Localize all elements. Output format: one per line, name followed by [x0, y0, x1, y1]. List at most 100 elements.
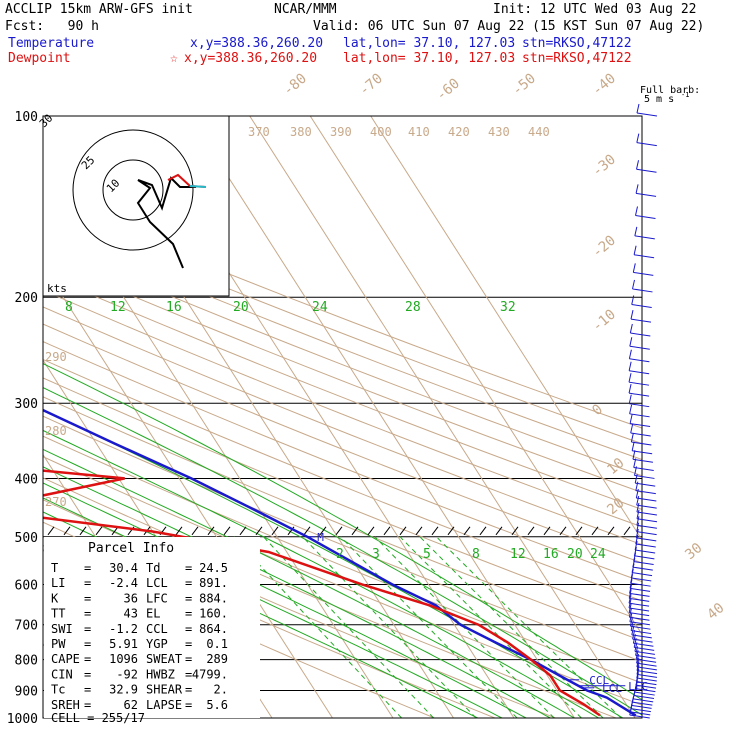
theta-label: 430: [488, 125, 510, 139]
wind-barb-flag: [630, 621, 634, 631]
wind-barb-shaft: [636, 497, 657, 502]
dry-adiabat-line: [43, 257, 642, 493]
wind-barb-shaft: [631, 572, 653, 577]
wind-barb-shaft: [629, 592, 650, 597]
wind-barb-column: [628, 103, 658, 719]
wind-barb-flag: [628, 384, 632, 394]
wind-barb-flag: [634, 642, 638, 652]
pressure-tick-label: 900: [15, 684, 38, 699]
mixing-ratio-line: [340, 536, 518, 718]
wind-barb-flag: [635, 650, 639, 660]
moist-adiabat-line: [43, 448, 575, 718]
parcel-info-eq: =: [84, 683, 91, 697]
legend-dewpoint-star-icon: ☆: [170, 51, 178, 66]
wind-barb-shaft: [631, 577, 652, 582]
parcel-info-cell: CELL = 255/17: [51, 711, 145, 725]
parcel-info-value: 36: [124, 591, 138, 605]
theta-label: 280: [45, 424, 67, 438]
wind-barb-shaft: [636, 673, 658, 678]
parcel-info-key: LI: [51, 576, 65, 590]
parcel-info-key: HWBZ: [146, 667, 175, 681]
hodograph-frame: [42, 115, 230, 297]
wind-barb-shaft: [636, 537, 657, 542]
wind-barb-flag: [628, 373, 632, 383]
wind-barb-shaft: [633, 698, 654, 703]
parcel-info-eq: =: [185, 683, 192, 697]
wind-barb-flag: [632, 629, 636, 640]
wind-barb-flag: [635, 184, 639, 194]
center-title: NCAR/MMM: [274, 2, 337, 17]
wind-barb-flag: [629, 414, 633, 424]
wind-barb-flag: [636, 160, 640, 170]
wind-barb-shaft: [629, 413, 650, 418]
wind-barb-flag: [631, 295, 635, 305]
parcel-info-eq: =: [185, 591, 192, 605]
hatch-mark: [207, 526, 215, 536]
dry-adiabat-line: [43, 415, 642, 663]
dry-adiabat-line: [43, 197, 642, 429]
wind-barb-flag: [629, 579, 633, 589]
wind-barb-flag: [628, 589, 632, 599]
isotherm-label: -40: [589, 71, 619, 100]
barb-legend-line1: Full barb:: [640, 85, 701, 96]
parcel-info-value: 5.6: [206, 698, 228, 712]
wind-barb-shaft: [628, 392, 650, 397]
wind-barb-flag: [636, 522, 640, 532]
hatch-mark: [239, 526, 247, 536]
wind-barb-flag: [632, 450, 636, 460]
wind-barb-flag: [628, 603, 632, 613]
parcel-info-value: 4799.: [192, 667, 228, 681]
wind-barb-flag: [636, 103, 640, 114]
parcel-info-eq: =: [84, 561, 91, 575]
dry-adiabat-line: [43, 358, 642, 602]
hatch-mark: [79, 526, 87, 536]
parcel-info-key: TT: [51, 607, 65, 621]
hatch-mark: [47, 526, 55, 536]
theta-label: 370: [248, 125, 270, 139]
theta-e-label: 20: [233, 300, 249, 315]
wind-barb-flag: [631, 441, 635, 451]
dry-adiabat-line: [43, 323, 642, 564]
wind-barb-shaft: [636, 511, 658, 516]
dry-adiabat-line: [43, 341, 642, 583]
parcel-info-title: Parcel Info: [88, 541, 174, 556]
theta-label: 390: [330, 125, 352, 139]
parcel-info-eq: =: [84, 637, 91, 651]
wind-barb-flag: [635, 481, 639, 491]
wind-barb-flag: [628, 598, 632, 609]
parcel-info-value: 43: [124, 607, 138, 621]
parcel-info-key: SWI: [51, 622, 73, 636]
wind-barb-shaft: [635, 654, 656, 659]
wind-barb-flag: [628, 394, 632, 404]
wind-barb-shaft: [630, 332, 651, 337]
wind-barb-flag: [635, 488, 639, 499]
hatch-mark: [351, 526, 359, 536]
parcel-info-value: 1096: [109, 652, 138, 666]
init-time: Init: 12 UTC Wed 03 Aug 22: [493, 2, 697, 17]
parcel-info-key: CCL: [146, 622, 168, 636]
wind-barb-shaft: [635, 215, 656, 219]
hatch-mark: [319, 526, 327, 536]
wind-barb-flag: [634, 474, 638, 484]
hodograph-ring: [102, 159, 164, 221]
wind-barb-flag: [636, 495, 640, 506]
parcel-info-eq: =: [84, 607, 91, 621]
mixing-ratio-line: [233, 536, 402, 718]
parcel-info-eq: =: [185, 652, 192, 666]
wind-barb-shaft: [631, 441, 652, 446]
mixing-ratio-label: 12: [510, 547, 526, 562]
wind-barb-shaft: [635, 482, 656, 487]
parcel-info-key: LFC: [146, 591, 168, 605]
wind-barb-shaft: [635, 192, 657, 197]
wind-barb-flag: [636, 516, 640, 526]
pressure-tick-label: 600: [15, 578, 38, 593]
hatch-mark: [95, 526, 103, 536]
wind-barb-shaft: [636, 531, 657, 536]
isotherm-line: [370, 116, 642, 541]
theta-label: 410: [408, 125, 430, 139]
wind-barb-shaft: [636, 504, 657, 509]
hodograph-units-label: kts: [47, 282, 67, 295]
theta-label: 380: [290, 125, 312, 139]
parcel-info-eq: =: [84, 667, 91, 681]
mixing-ratio-label: 20: [567, 547, 583, 562]
